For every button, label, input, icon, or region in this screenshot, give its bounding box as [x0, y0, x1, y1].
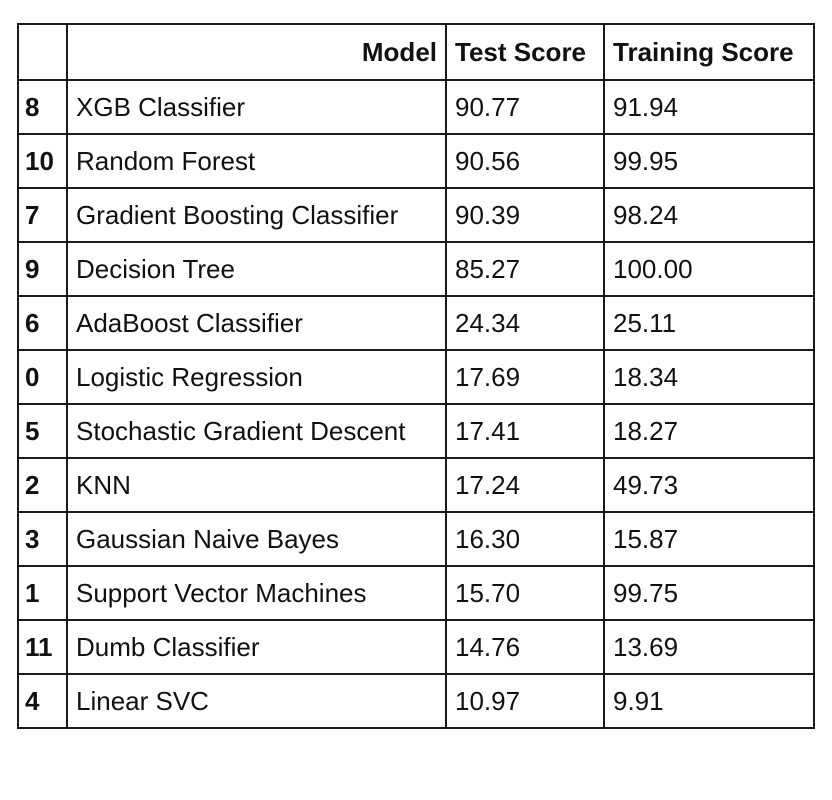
test-score-cell: 90.56	[445, 133, 605, 189]
model-cell: AdaBoost Classifier	[66, 295, 447, 351]
index-column-header	[17, 23, 68, 81]
table-row: 3 Gaussian Naive Bayes 16.30 15.87	[17, 511, 815, 567]
test-score-cell: 10.97	[445, 673, 605, 729]
training-score-cell: 100.00	[603, 241, 815, 297]
row-index: 11	[17, 619, 68, 675]
test-score-cell: 85.27	[445, 241, 605, 297]
row-index: 0	[17, 349, 68, 405]
training-score-cell: 99.95	[603, 133, 815, 189]
row-index: 9	[17, 241, 68, 297]
training-score-cell: 49.73	[603, 457, 815, 513]
table-row: 2 KNN 17.24 49.73	[17, 457, 815, 513]
training-score-cell: 18.34	[603, 349, 815, 405]
training-score-column-header: Training Score	[603, 23, 815, 81]
row-index: 10	[17, 133, 68, 189]
test-score-cell: 17.69	[445, 349, 605, 405]
test-score-column-header: Test Score	[445, 23, 605, 81]
model-column-header: Model	[66, 23, 447, 81]
model-cell: Dumb Classifier	[66, 619, 447, 675]
model-scores-table: Model Test Score Training Score 8 XGB Cl…	[17, 23, 815, 729]
model-cell: Decision Tree	[66, 241, 447, 297]
model-cell: Stochastic Gradient Descent	[66, 403, 447, 459]
model-cell: Gradient Boosting Classifier	[66, 187, 447, 243]
row-index: 8	[17, 79, 68, 135]
training-score-cell: 91.94	[603, 79, 815, 135]
table-row: 5 Stochastic Gradient Descent 17.41 18.2…	[17, 403, 815, 459]
header-row: Model Test Score Training Score	[17, 23, 815, 81]
model-cell: Gaussian Naive Bayes	[66, 511, 447, 567]
model-cell: XGB Classifier	[66, 79, 447, 135]
training-score-cell: 99.75	[603, 565, 815, 621]
table-row: 7 Gradient Boosting Classifier 90.39 98.…	[17, 187, 815, 243]
row-index: 6	[17, 295, 68, 351]
test-score-cell: 24.34	[445, 295, 605, 351]
table-row: 6 AdaBoost Classifier 24.34 25.11	[17, 295, 815, 351]
table-row: 4 Linear SVC 10.97 9.91	[17, 673, 815, 729]
test-score-cell: 90.77	[445, 79, 605, 135]
row-index: 5	[17, 403, 68, 459]
model-cell: Random Forest	[66, 133, 447, 189]
training-score-cell: 18.27	[603, 403, 815, 459]
model-cell: Support Vector Machines	[66, 565, 447, 621]
test-score-cell: 15.70	[445, 565, 605, 621]
test-score-cell: 17.41	[445, 403, 605, 459]
table-body: 8 XGB Classifier 90.77 91.94 10 Random F…	[17, 79, 815, 729]
row-index: 4	[17, 673, 68, 729]
row-index: 2	[17, 457, 68, 513]
test-score-cell: 90.39	[445, 187, 605, 243]
training-score-cell: 25.11	[603, 295, 815, 351]
table-row: 10 Random Forest 90.56 99.95	[17, 133, 815, 189]
row-index: 1	[17, 565, 68, 621]
table-header: Model Test Score Training Score	[17, 23, 815, 81]
training-score-cell: 13.69	[603, 619, 815, 675]
training-score-cell: 15.87	[603, 511, 815, 567]
test-score-cell: 14.76	[445, 619, 605, 675]
table-row: 8 XGB Classifier 90.77 91.94	[17, 79, 815, 135]
test-score-cell: 16.30	[445, 511, 605, 567]
test-score-cell: 17.24	[445, 457, 605, 513]
model-cell: Linear SVC	[66, 673, 447, 729]
table-row: 9 Decision Tree 85.27 100.00	[17, 241, 815, 297]
table-row: 11 Dumb Classifier 14.76 13.69	[17, 619, 815, 675]
table-row: 1 Support Vector Machines 15.70 99.75	[17, 565, 815, 621]
training-score-cell: 9.91	[603, 673, 815, 729]
row-index: 7	[17, 187, 68, 243]
table-row: 0 Logistic Regression 17.69 18.34	[17, 349, 815, 405]
model-cell: Logistic Regression	[66, 349, 447, 405]
model-cell: KNN	[66, 457, 447, 513]
row-index: 3	[17, 511, 68, 567]
training-score-cell: 98.24	[603, 187, 815, 243]
